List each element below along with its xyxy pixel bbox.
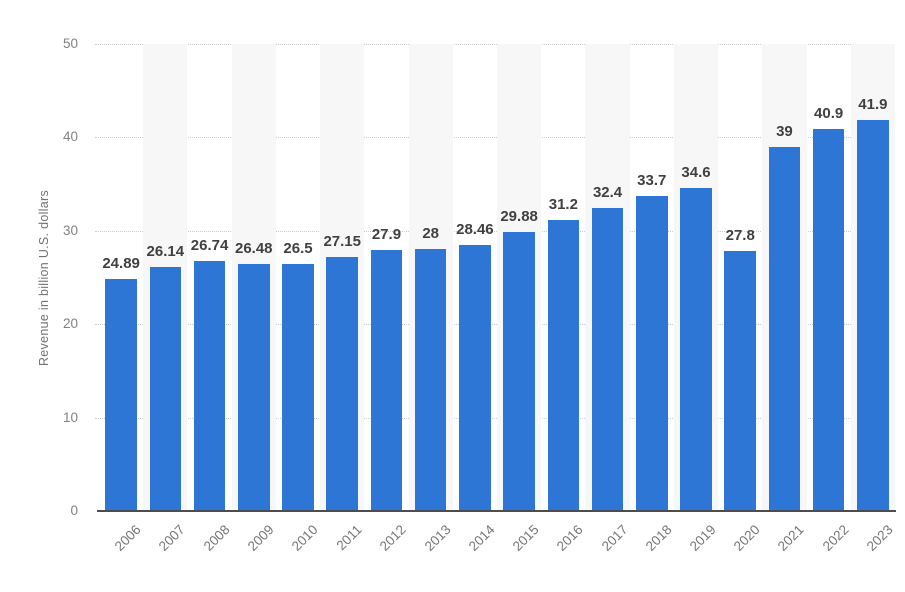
bar-2023[interactable]: [857, 119, 889, 511]
x-tick-label-text: 2006: [111, 522, 144, 554]
bar-value-label-2020: 27.8: [725, 227, 755, 245]
x-tick-label-text: 2008: [200, 522, 233, 554]
gridline-20: [95, 324, 895, 326]
x-axis-line: [97, 510, 896, 512]
x-tick-label-text: 2010: [288, 522, 321, 554]
bar-2016[interactable]: [547, 219, 580, 511]
x-tick-label-text: 2020: [730, 522, 763, 554]
bar-2015[interactable]: [503, 231, 535, 511]
bar-2006[interactable]: [105, 278, 137, 511]
bar-value-label-2015: 29.88: [500, 207, 538, 225]
bar-value-label-2014: 28.46: [456, 221, 494, 239]
bar-2017[interactable]: [591, 208, 624, 511]
x-tick-label-text: 2023: [863, 522, 896, 554]
bar-value-label-2008: 26.74: [190, 237, 229, 255]
gridline-10: [95, 417, 895, 419]
y-tick-label-30: 30: [62, 222, 78, 238]
bar-2009[interactable]: [238, 263, 270, 511]
bar-2007[interactable]: [149, 266, 182, 511]
y-tick-label-0: 0: [70, 503, 78, 518]
x-tick-label-text: 2011: [333, 522, 365, 554]
x-tick-label-text: 2018: [642, 522, 675, 554]
x-tick-label-text: 2014: [465, 522, 498, 554]
bar-2022[interactable]: [812, 129, 845, 511]
y-tick-label-20: 20: [62, 316, 78, 332]
bar-value-label-2018: 33.7: [637, 172, 667, 190]
x-tick-label-text: 2012: [377, 522, 410, 554]
y-tick-label-40: 40: [62, 129, 78, 145]
bar-value-label-2017: 32.4: [592, 184, 623, 202]
x-tick-label-text: 2016: [554, 522, 586, 554]
gridline-30: [95, 230, 895, 232]
bar-value-label-2021: 39: [776, 122, 793, 140]
bar-2011[interactable]: [326, 257, 358, 511]
x-tick-label-text: 2013: [421, 522, 454, 554]
x-tick-label-text: 2021: [775, 522, 808, 554]
bar-value-label-2010: 26.5: [283, 239, 313, 257]
y-axis-title-text: Revenue in billion U.S. dollars: [37, 189, 51, 367]
bar-value-label-2009: 26.48: [234, 239, 273, 257]
bar-2013[interactable]: [414, 249, 447, 511]
x-tick-label-text: 2022: [819, 522, 852, 554]
bar-2014[interactable]: [459, 245, 491, 511]
bar-2008[interactable]: [193, 261, 226, 511]
bar-value-label-2016: 31.2: [548, 195, 578, 213]
x-tick-label-text: 2015: [509, 522, 542, 554]
bar-2021[interactable]: [768, 146, 801, 511]
x-tick-label-text: 2017: [598, 522, 631, 554]
bar-value-label-2006: 24.89: [102, 254, 140, 272]
x-tick-label-text: 2009: [244, 522, 277, 554]
bar-value-label-2022: 40.9: [814, 105, 844, 122]
bar-value-label-2007: 26.14: [146, 242, 185, 260]
gridline-40: [95, 137, 895, 139]
gridline-50: [95, 44, 895, 45]
x-tick-label-text: 2019: [686, 522, 719, 554]
bar-value-label-2013: 28: [422, 225, 439, 243]
bar-2010[interactable]: [282, 263, 314, 511]
bar-value-label-2012: 27.9: [371, 226, 402, 244]
y-tick-label-10: 10: [62, 409, 78, 425]
bar-value-label-2019: 34.6: [681, 163, 711, 181]
bar-2020[interactable]: [724, 251, 756, 511]
bar-value-label-2011: 27.15: [323, 233, 361, 251]
plot-area: 24.89 26.14 26.74 26.48 26.5 27.15 27.9 28 28.46…: [99, 44, 895, 511]
y-tick-label-50: 50: [62, 36, 78, 51]
bar-2019[interactable]: [680, 187, 712, 511]
x-tick-label-text: 2007: [156, 522, 188, 554]
bar-value-label-2023: 41.9: [858, 95, 888, 113]
bar-2018[interactable]: [636, 196, 668, 511]
bar-2012[interactable]: [370, 250, 403, 511]
